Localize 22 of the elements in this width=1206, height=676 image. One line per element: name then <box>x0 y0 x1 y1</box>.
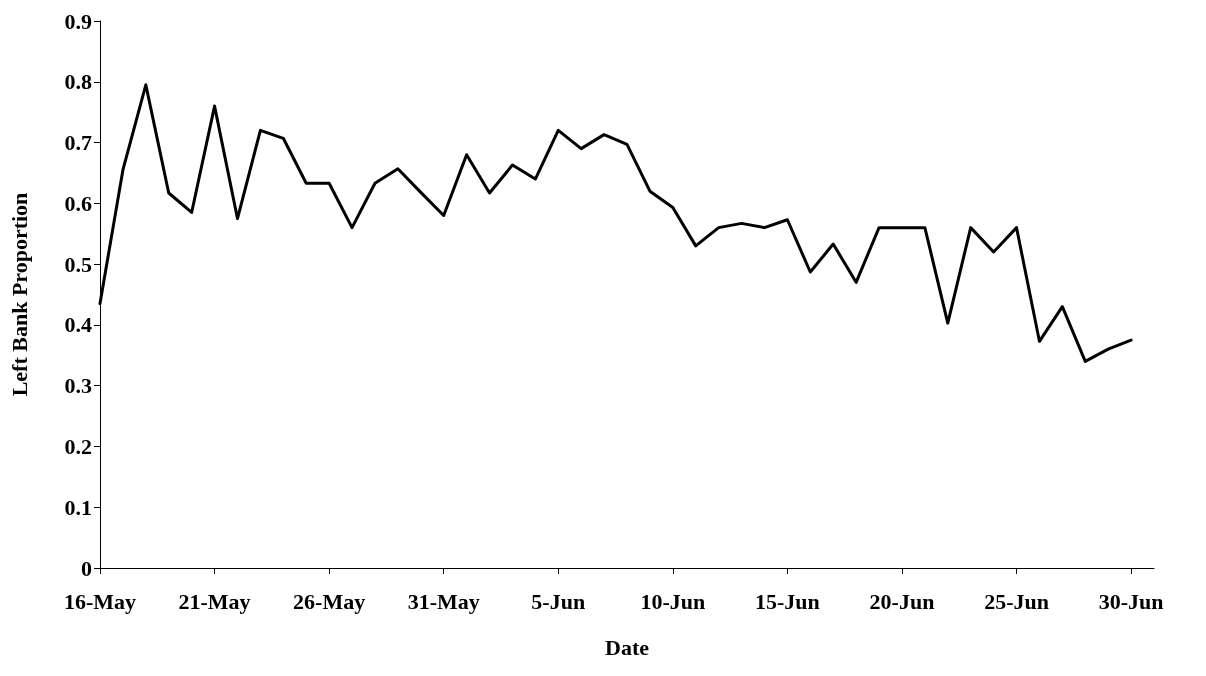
y-tick-label: 0 <box>81 555 92 581</box>
x-tick-label: 16-May <box>63 588 137 614</box>
x-tick-label: 15-Jun <box>754 588 820 614</box>
x-tick-label: 30-Jun <box>1098 588 1164 614</box>
x-axis-title: Date <box>605 634 650 660</box>
x-tick-label: 5-Jun <box>531 588 586 614</box>
x-tick-label: 25-Jun <box>984 588 1049 614</box>
y-tick-label: 0.4 <box>64 312 92 338</box>
x-tick-label: 20-Jun <box>869 588 935 614</box>
y-tick-label: 0.8 <box>64 69 92 95</box>
x-tick-label: 31-May <box>407 588 480 614</box>
y-tick-label: 0.7 <box>64 130 92 156</box>
y-tick-label: 0.3 <box>64 373 92 399</box>
y-axis-title: Left Bank Proportion <box>6 192 32 397</box>
y-tick-label: 0.6 <box>64 190 92 216</box>
x-tick-label: 26-May <box>293 588 366 614</box>
y-tick-label: 0.1 <box>64 494 92 520</box>
x-tick-label: 21-May <box>178 588 251 614</box>
x-tick-label: 10-Jun <box>640 588 706 614</box>
y-tick-label: 0.5 <box>64 251 92 277</box>
y-tick-label: 0.9 <box>64 8 92 34</box>
y-tick-label: 0.2 <box>64 433 92 459</box>
